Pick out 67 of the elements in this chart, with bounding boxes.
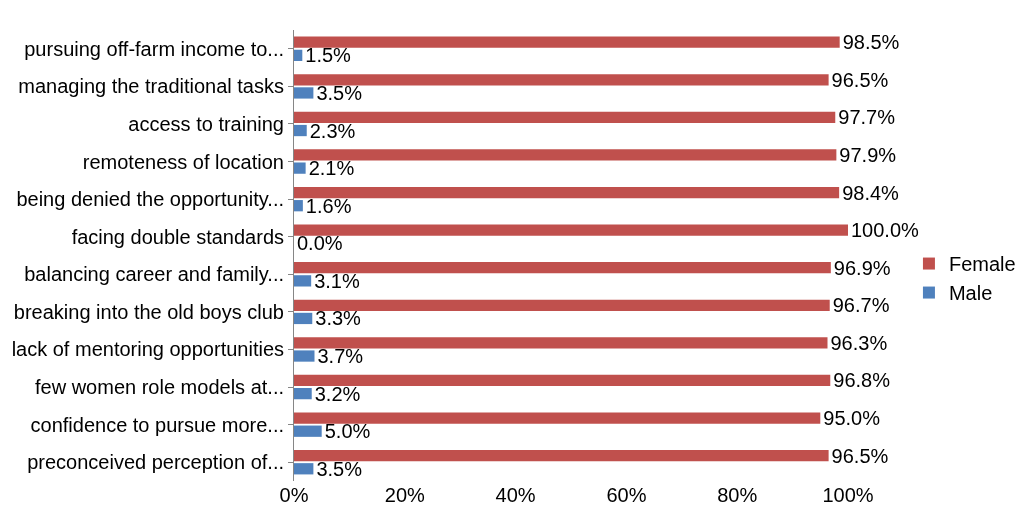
data-label: 1.6% bbox=[305, 194, 352, 217]
data-label: 3.2% bbox=[314, 382, 361, 405]
bar bbox=[294, 425, 322, 437]
legend-label: Female bbox=[948, 253, 1016, 276]
bar bbox=[294, 224, 848, 236]
bar bbox=[294, 449, 829, 462]
bar bbox=[294, 275, 312, 287]
data-label: 96.8% bbox=[833, 369, 891, 392]
bar bbox=[294, 262, 831, 274]
data-label: 96.5% bbox=[831, 444, 889, 467]
x-tick-label: 0% bbox=[279, 484, 309, 506]
data-label: 3.3% bbox=[315, 307, 362, 330]
bar bbox=[294, 299, 830, 311]
data-label: 3.5% bbox=[316, 457, 363, 480]
y-tick-label: managing the traditional tasks bbox=[18, 75, 284, 98]
bar bbox=[294, 374, 831, 387]
y-tick-label: lack of mentoring opportunities bbox=[11, 338, 284, 361]
data-label: 97.7% bbox=[838, 106, 896, 129]
bar bbox=[294, 87, 314, 99]
data-label: 1.5% bbox=[305, 44, 352, 67]
bar bbox=[294, 200, 303, 212]
x-tick-label: 60% bbox=[606, 484, 647, 506]
bar bbox=[294, 337, 828, 349]
bar bbox=[294, 350, 315, 362]
bar bbox=[294, 36, 840, 48]
bar bbox=[294, 111, 836, 124]
data-label: 5.0% bbox=[324, 420, 371, 443]
data-label: 95.0% bbox=[823, 407, 881, 430]
bar bbox=[294, 124, 307, 137]
data-label: 96.9% bbox=[833, 256, 891, 279]
y-tick-label: pursuing off-farm income to... bbox=[24, 37, 284, 60]
y-tick-label: being denied the opportunity... bbox=[16, 188, 284, 211]
y-tick-label: facing double standards bbox=[71, 225, 284, 248]
data-label: 2.3% bbox=[309, 119, 356, 142]
bar bbox=[294, 186, 840, 199]
y-tick-label: few women role models at... bbox=[35, 376, 284, 399]
data-label: 3.5% bbox=[316, 81, 363, 104]
data-label: 100.0% bbox=[851, 219, 920, 242]
bar bbox=[294, 49, 303, 62]
data-label: 96.3% bbox=[830, 331, 888, 354]
x-tick-label: 20% bbox=[384, 484, 426, 506]
y-tick-label: remoteness of location bbox=[82, 150, 284, 173]
legend-label: Male bbox=[948, 282, 993, 305]
y-tick-label: confidence to pursue more... bbox=[30, 413, 284, 436]
bar bbox=[294, 387, 312, 400]
data-label: 3.1% bbox=[314, 269, 360, 292]
x-tick-label: 100% bbox=[822, 484, 874, 506]
bar bbox=[294, 412, 821, 424]
data-label: 96.7% bbox=[832, 294, 890, 317]
data-label: 98.5% bbox=[842, 31, 900, 54]
y-tick-label: breaking into the old boys club bbox=[13, 300, 284, 323]
y-tick-label: preconceived perception of... bbox=[27, 451, 284, 474]
data-label: 98.4% bbox=[842, 181, 900, 204]
data-label: 3.7% bbox=[317, 345, 364, 368]
data-label: 96.5% bbox=[831, 68, 889, 91]
y-tick-label: access to training bbox=[128, 112, 284, 135]
bar bbox=[294, 74, 829, 86]
x-tick-label: 40% bbox=[495, 484, 536, 506]
bar bbox=[294, 162, 306, 174]
data-label: 0.0% bbox=[297, 232, 343, 255]
x-tick-label: 80% bbox=[717, 484, 758, 506]
bar bbox=[294, 463, 314, 475]
data-label: 2.1% bbox=[308, 157, 355, 180]
y-tick-label: balancing career and family... bbox=[24, 263, 284, 286]
bar bbox=[294, 149, 837, 161]
bar bbox=[294, 312, 313, 325]
data-label: 97.9% bbox=[839, 143, 897, 166]
